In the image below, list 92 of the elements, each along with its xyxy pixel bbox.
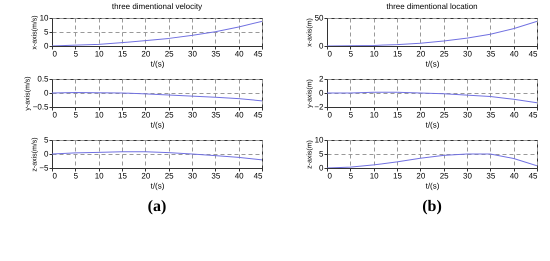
line-series	[52, 151, 262, 160]
x-axis-title: t/(s)	[426, 182, 440, 190]
text: (b)	[422, 198, 442, 215]
x-tick-label: 15	[118, 110, 128, 120]
x-tick-label: 45	[528, 50, 538, 58]
text: (a)	[148, 198, 166, 215]
x-tick-label: 0	[52, 110, 58, 120]
x-tick-label: 40	[510, 172, 520, 180]
line-series	[52, 92, 262, 102]
x-tick-label: 45	[254, 172, 264, 180]
line-series	[52, 20, 262, 46]
x-tick-label: 25	[164, 172, 174, 180]
x-tick-label: 5	[348, 50, 354, 58]
x-tick-label: 30	[463, 50, 472, 58]
x-tick-label: 5	[74, 50, 79, 58]
y-tick-label: 5	[44, 136, 50, 144]
x-tick-label: 35	[211, 110, 221, 120]
chart-title: three dimentional location	[386, 2, 478, 11]
x-axis-title: t/(s)	[150, 182, 165, 190]
x-tick-label: 30	[463, 110, 472, 120]
x-tick-label: 0	[328, 110, 332, 120]
x-tick-label: 15	[393, 172, 402, 180]
x-tick-label: 45	[528, 172, 538, 180]
x-axis-title: t/(s)	[426, 60, 440, 68]
chart-title: three dimentional velocity	[112, 2, 202, 11]
x-tick-label: 15	[393, 50, 402, 58]
x-axis-title: t/(s)	[426, 120, 440, 130]
x-tick-label: 40	[510, 50, 520, 58]
x-tick-label: 10	[94, 172, 104, 180]
x-tick-label: 20	[416, 50, 426, 58]
y-tick-label: 0	[319, 42, 324, 50]
x-tick-label: 35	[486, 50, 496, 58]
x-tick-label: 25	[164, 50, 174, 58]
x-tick-label: 45	[254, 50, 264, 58]
y-tick-label: 0	[44, 42, 50, 50]
x-tick-label: 45	[254, 110, 264, 120]
x-tick-label: 30	[188, 110, 198, 120]
x-tick-label: 0	[328, 172, 332, 180]
y-tick-label: 2	[319, 74, 324, 84]
x-tick-label: 5	[74, 172, 79, 180]
x-tick-label: 30	[188, 50, 198, 58]
y-tick-label: 10	[40, 14, 50, 22]
x-tick-label: 40	[510, 110, 520, 120]
y-tick-label: 0.5	[37, 74, 50, 84]
x-tick-label: 10	[94, 50, 104, 58]
x-tick-label: 30	[188, 172, 198, 180]
x-tick-label: 10	[94, 110, 104, 120]
x-tick-label: 0	[52, 50, 58, 58]
x-tick-label: 35	[211, 50, 221, 58]
x-tick-label: 25	[440, 110, 450, 120]
x-tick-label: 15	[393, 110, 402, 120]
x-tick-label: 20	[416, 110, 426, 120]
y-tick-label: 5	[319, 150, 324, 158]
y-tick-label: 5	[44, 28, 50, 36]
x-tick-label: 20	[141, 172, 151, 180]
x-tick-label: 0	[52, 172, 58, 180]
x-tick-label: 5	[74, 110, 79, 120]
x-tick-label: 15	[118, 50, 128, 58]
x-tick-label: 35	[486, 172, 496, 180]
x-tick-label: 35	[486, 110, 496, 120]
x-tick-label: 0	[328, 50, 332, 58]
x-tick-label: 40	[234, 110, 244, 120]
y-tick-label: 0	[44, 150, 50, 158]
x-tick-label: 5	[348, 172, 354, 180]
line-series	[327, 92, 537, 104]
x-tick-label: 45	[528, 110, 538, 120]
y-tick-label: 0	[319, 88, 324, 98]
x-tick-label: 25	[164, 110, 174, 120]
x-tick-label: 15	[118, 172, 128, 180]
x-tick-label: 10	[370, 172, 380, 180]
y-tick-label: 0	[44, 88, 50, 98]
y-tick-label: −5	[39, 164, 50, 172]
y-tick-label: 50	[314, 14, 324, 22]
y-tick-label: −2	[314, 102, 324, 112]
x-tick-label: 30	[463, 172, 472, 180]
x-tick-label: 20	[141, 50, 151, 58]
x-tick-label: 25	[440, 172, 450, 180]
x-axis-title: t/(s)	[150, 60, 165, 68]
x-tick-label: 5	[348, 110, 354, 120]
x-tick-label: 10	[370, 50, 380, 58]
y-tick-label: −0.5	[32, 102, 50, 112]
x-tick-label: 10	[370, 110, 380, 120]
x-tick-label: 20	[416, 172, 426, 180]
x-axis-title: t/(s)	[150, 120, 165, 130]
x-tick-label: 40	[234, 172, 244, 180]
y-tick-label: 0	[319, 164, 324, 172]
x-tick-label: 25	[440, 50, 450, 58]
y-tick-label: 10	[314, 136, 324, 144]
x-tick-label: 35	[211, 172, 221, 180]
line-series	[327, 20, 537, 46]
x-tick-label: 40	[234, 50, 244, 58]
x-tick-label: 20	[141, 110, 151, 120]
